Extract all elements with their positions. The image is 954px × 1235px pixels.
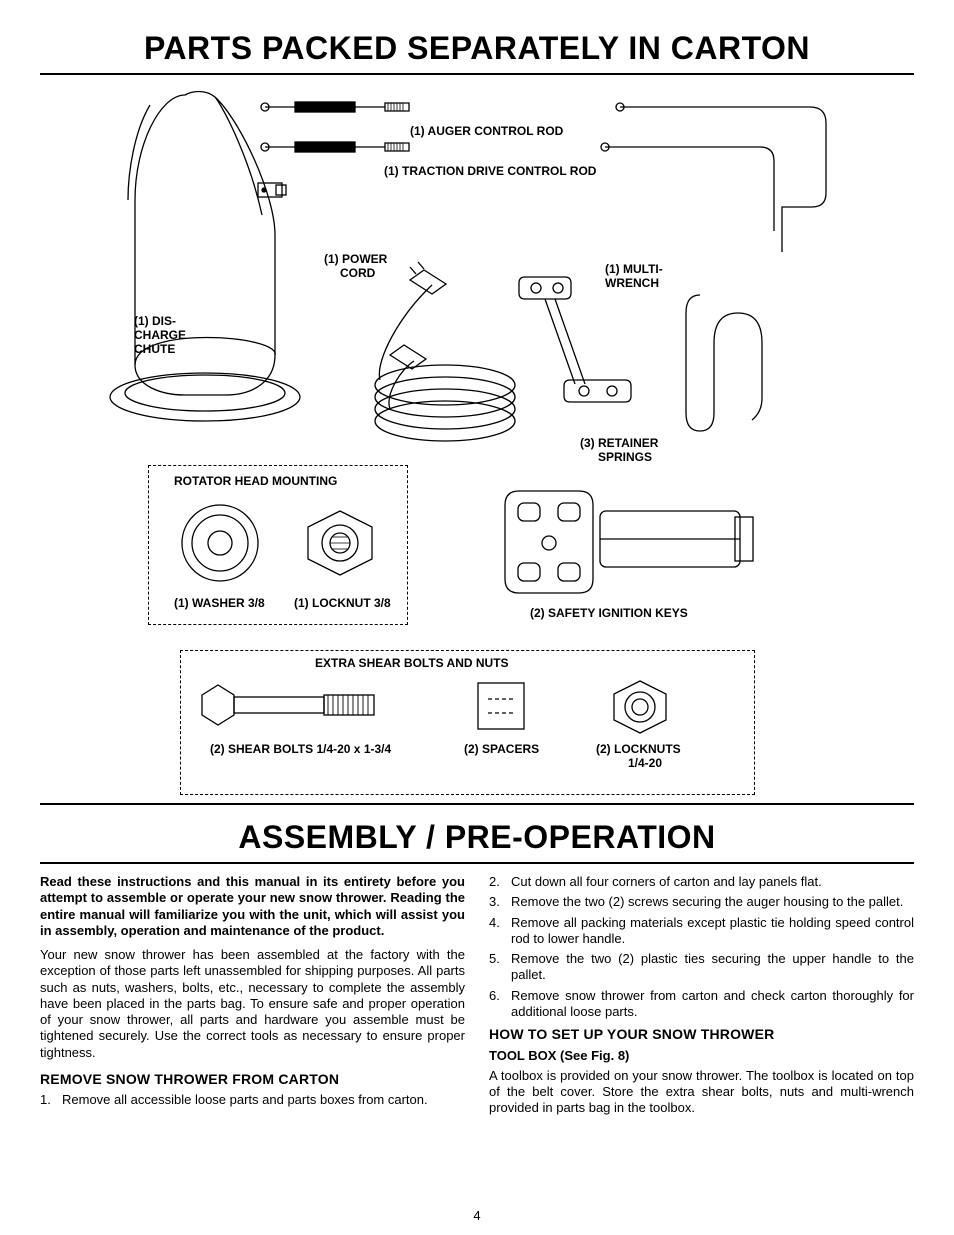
label-shear-bolts: (2) SHEAR BOLTS 1/4-20 x 1-3/4 <box>210 743 391 757</box>
label-retainer-2: SPRINGS <box>598 451 652 465</box>
parts-title: PARTS PACKED SEPARATELY IN CARTON <box>40 30 914 75</box>
assembly-columns: Read these instructions and this manual … <box>40 874 914 1127</box>
label-dis-chute-3: CHUTE <box>134 343 175 357</box>
label-locknuts14-2: 1/4-20 <box>628 757 662 771</box>
step-5: 5.Remove the two (2) plastic ties securi… <box>489 951 914 984</box>
intro-para: Your new snow thrower has been assembled… <box>40 947 465 1061</box>
label-dis-chute-2: CHARGE <box>134 329 186 343</box>
label-multi-wrench-2: WRENCH <box>605 277 659 291</box>
step-3: 3.Remove the two (2) screws securing the… <box>489 894 914 910</box>
label-rotator-head: ROTATOR HEAD MOUNTING <box>174 475 337 489</box>
label-washer: (1) WASHER 3/8 <box>174 597 265 611</box>
page-number: 4 <box>473 1208 480 1223</box>
label-dis-chute-1: (1) DIS- <box>134 315 176 329</box>
toolbox-heading: TOOL BOX (See Fig. 8) <box>489 1048 914 1064</box>
shear-group-box <box>180 650 755 795</box>
step-6: 6.Remove snow thrower from carton and ch… <box>489 988 914 1021</box>
label-retainer-1: (3) RETAINER <box>580 437 658 451</box>
assembly-title: ASSEMBLY / PRE-OPERATION <box>40 819 914 864</box>
step-1: 1.Remove all accessible loose parts and … <box>40 1092 465 1108</box>
label-power-cord-1: (1) POWER <box>324 253 387 267</box>
label-traction-rod: (1) TRACTION DRIVE CONTROL ROD <box>384 165 596 179</box>
label-locknuts14-1: (2) LOCKNUTS <box>596 743 681 757</box>
setup-heading: HOW TO SET UP YOUR SNOW THROWER <box>489 1026 914 1044</box>
toolbox-para: A toolbox is provided on your snow throw… <box>489 1068 914 1117</box>
right-column: 2.Cut down all four corners of carton an… <box>489 874 914 1127</box>
step-4: 4.Remove all packing materials except pl… <box>489 915 914 948</box>
intro-bold: Read these instructions and this manual … <box>40 874 465 939</box>
label-power-cord-2: CORD <box>340 267 375 281</box>
label-extra-bolts: EXTRA SHEAR BOLTS AND NUTS <box>315 657 509 671</box>
parts-diagram: (1) AUGER CONTROL ROD (1) TRACTION DRIVE… <box>40 85 914 805</box>
remove-heading: REMOVE SNOW THROWER FROM CARTON <box>40 1071 465 1089</box>
label-safety-keys: (2) SAFETY IGNITION KEYS <box>530 607 688 621</box>
label-spacers: (2) SPACERS <box>464 743 539 757</box>
step-2: 2.Cut down all four corners of carton an… <box>489 874 914 890</box>
label-locknut38: (1) LOCKNUT 3/8 <box>294 597 391 611</box>
label-auger-rod: (1) AUGER CONTROL ROD <box>410 125 563 139</box>
left-column: Read these instructions and this manual … <box>40 874 465 1127</box>
label-multi-wrench-1: (1) MULTI- <box>605 263 663 277</box>
